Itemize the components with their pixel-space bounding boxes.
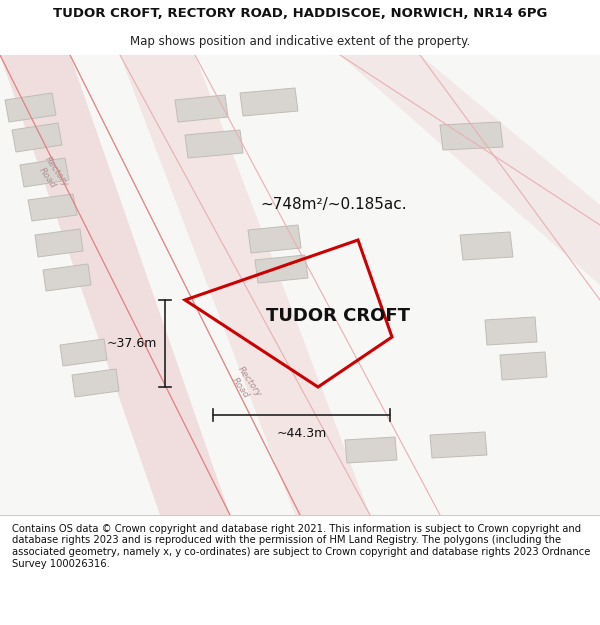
Polygon shape [12, 123, 62, 152]
Polygon shape [5, 93, 56, 122]
Text: TUDOR CROFT, RECTORY ROAD, HADDISCOE, NORWICH, NR14 6PG: TUDOR CROFT, RECTORY ROAD, HADDISCOE, NO… [53, 8, 547, 20]
Polygon shape [72, 369, 119, 397]
Polygon shape [120, 55, 370, 515]
Polygon shape [460, 232, 513, 260]
Polygon shape [185, 130, 243, 158]
Polygon shape [345, 437, 397, 463]
Polygon shape [500, 352, 547, 380]
Polygon shape [20, 158, 69, 187]
Text: Contains OS data © Crown copyright and database right 2021. This information is : Contains OS data © Crown copyright and d… [12, 524, 590, 569]
Text: Map shows position and indicative extent of the property.: Map shows position and indicative extent… [130, 35, 470, 48]
Text: Rectory
Road: Rectory Road [34, 155, 70, 195]
Polygon shape [255, 255, 308, 283]
Text: ~748m²/~0.185ac.: ~748m²/~0.185ac. [260, 198, 407, 212]
Polygon shape [28, 194, 77, 221]
Text: TUDOR CROFT: TUDOR CROFT [266, 307, 410, 325]
Polygon shape [440, 122, 503, 150]
Polygon shape [43, 264, 91, 291]
Text: Rectory
Road: Rectory Road [227, 365, 263, 405]
Polygon shape [430, 432, 487, 458]
Text: ~44.3m: ~44.3m [277, 427, 326, 440]
Polygon shape [0, 55, 230, 515]
Polygon shape [175, 95, 228, 122]
Text: ~37.6m: ~37.6m [107, 337, 157, 350]
Polygon shape [35, 229, 83, 257]
Polygon shape [248, 225, 301, 253]
Polygon shape [60, 339, 107, 366]
Polygon shape [240, 88, 298, 116]
Polygon shape [340, 55, 600, 285]
Polygon shape [485, 317, 537, 345]
